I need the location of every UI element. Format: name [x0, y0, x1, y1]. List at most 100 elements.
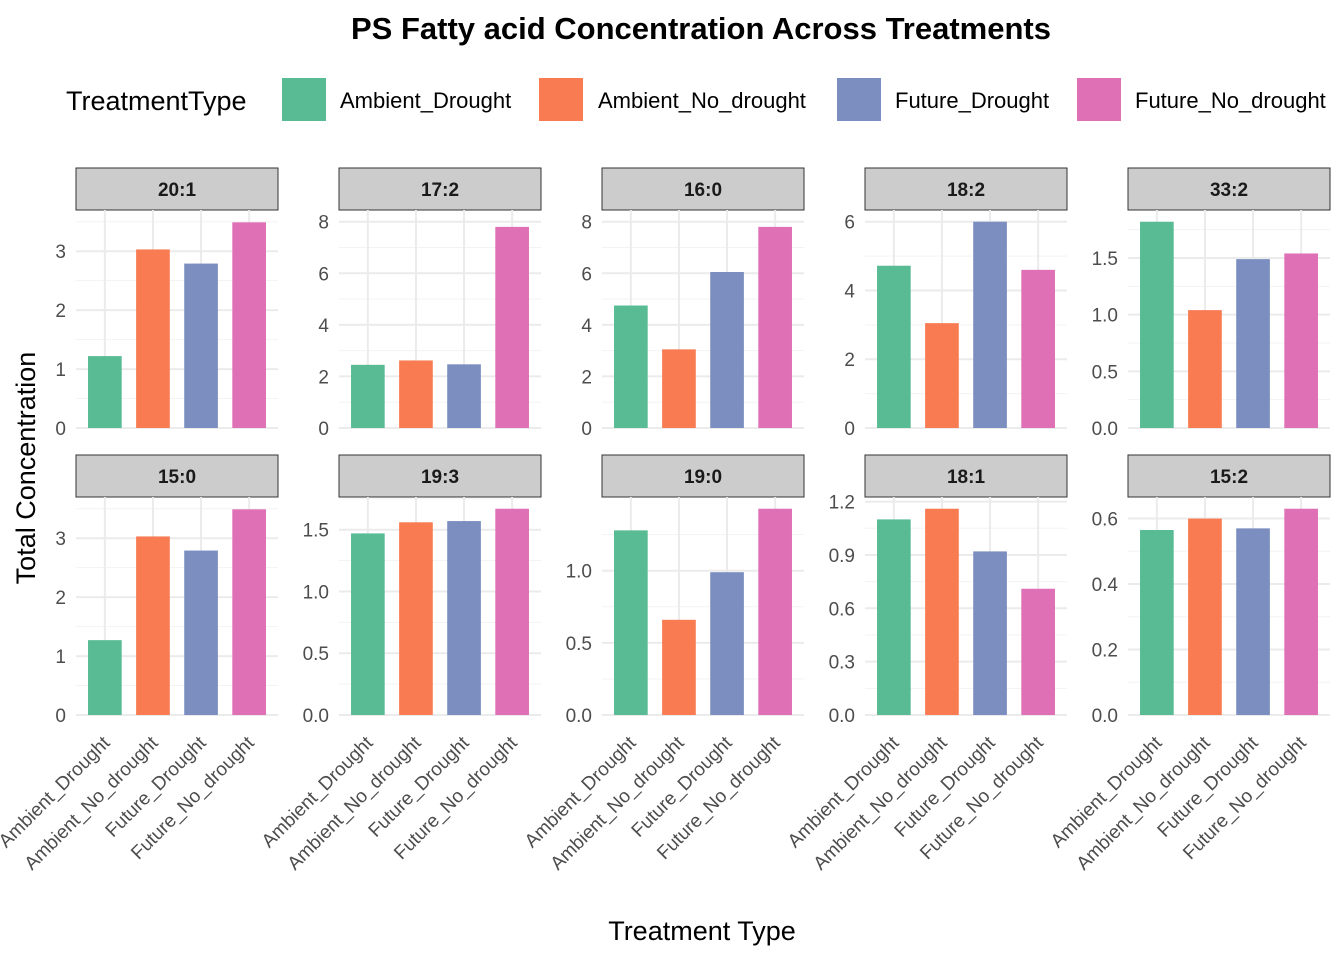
bar-ambient-drought: [877, 519, 911, 715]
bar-future-no-drought: [758, 226, 792, 428]
bar-future-no-drought: [1284, 508, 1318, 715]
bar-ambient-drought: [1140, 221, 1174, 428]
bar-future-drought: [1236, 528, 1270, 715]
y-tick-label: 6: [318, 264, 329, 285]
facet-panel: 18:2 0 2 4 6: [844, 167, 1068, 440]
x-axis-title: Treatment Type: [608, 916, 796, 946]
legend-label: Ambient_No_drought: [598, 88, 806, 113]
bar-future-no-drought: [758, 508, 792, 715]
y-tick-label: 0.5: [303, 644, 329, 665]
y-tick-label: 0.2: [1092, 641, 1118, 662]
legend-label: Future_Drought: [895, 88, 1049, 113]
bar-future-drought: [710, 572, 744, 715]
facet-panel: 33:2 0.0 0.5 1.0 1.5: [1092, 167, 1331, 440]
y-tick-label: 0.6: [829, 599, 855, 620]
facet-label: 15:2: [1210, 467, 1248, 488]
facet-label: 19:3: [421, 467, 459, 488]
y-tick-label: 8: [581, 213, 592, 234]
y-tick-label: 0.0: [566, 706, 592, 727]
bar-ambient-no-drought: [662, 619, 696, 715]
facet-strip: [75, 167, 279, 211]
facet-panel: 17:2 0 2 4 6 8: [318, 167, 542, 440]
y-tick-label: 0: [55, 706, 66, 727]
chart-title: PS Fatty acid Concentration Across Treat…: [351, 11, 1051, 46]
y-tick-label: 0: [844, 419, 855, 440]
bar-ambient-no-drought: [136, 536, 170, 715]
facet-label: 20:1: [158, 180, 196, 201]
bar-future-drought: [973, 221, 1007, 428]
legend-label: Ambient_Drought: [340, 88, 511, 113]
y-tick-label: 2: [55, 301, 66, 322]
facet-panels: 20:1 0 1 2 3 17:2 0 2 4 6 8 16:0 0 2 4 6 8 18:2 0 2 4 6 33:2 0.…: [0, 167, 1331, 875]
bar-ambient-no-drought: [399, 522, 433, 715]
bar-future-no-drought: [1021, 269, 1055, 428]
y-tick-label: 2: [581, 367, 592, 388]
bar-future-drought: [184, 263, 218, 428]
y-tick-label: 0: [581, 419, 592, 440]
y-tick-label: 0.0: [303, 706, 329, 727]
facet-strip: [75, 454, 279, 498]
facet-label: 15:0: [158, 467, 196, 488]
y-tick-label: 1.0: [1092, 306, 1118, 327]
y-tick-label: 0: [318, 419, 329, 440]
facet-label: 18:2: [947, 180, 985, 201]
bar-ambient-no-drought: [1188, 310, 1222, 428]
y-tick-label: 1: [55, 647, 66, 668]
bar-future-drought: [184, 550, 218, 715]
y-tick-label: 1.5: [1092, 249, 1118, 270]
facet-strip: [1127, 167, 1331, 211]
facet-label: 16:0: [684, 180, 722, 201]
y-tick-label: 0.0: [1092, 419, 1118, 440]
facet-panel: 15:00123Ambient_DroughtAmbient_No_drough…: [0, 454, 279, 875]
bar-ambient-drought: [614, 305, 648, 428]
facet-strip: [338, 167, 542, 211]
y-tick-label: 0: [55, 419, 66, 440]
facet-panel: 15:20.00.20.40.6Ambient_DroughtAmbient_N…: [1047, 454, 1331, 875]
bar-ambient-drought: [1140, 530, 1174, 715]
facet-panel: 18:10.00.30.60.91.2Ambient_DroughtAmbien…: [784, 454, 1068, 875]
bar-future-drought: [1236, 259, 1270, 428]
bar-future-no-drought: [495, 226, 529, 428]
facet-strip: [601, 167, 805, 211]
facet-strip: [601, 454, 805, 498]
bar-future-no-drought: [232, 222, 266, 428]
facet-label: 17:2: [421, 180, 459, 201]
bar-ambient-no-drought: [1188, 518, 1222, 715]
legend-label: Future_No_drought: [1135, 88, 1326, 113]
y-tick-label: 0.6: [1092, 510, 1118, 531]
y-tick-label: 6: [581, 264, 592, 285]
bar-ambient-no-drought: [925, 508, 959, 715]
legend-title: TreatmentType: [66, 86, 247, 116]
y-tick-label: 3: [55, 242, 66, 263]
y-axis-title: Total Concentration: [11, 352, 41, 585]
y-tick-label: 2: [55, 588, 66, 609]
legend: TreatmentType Ambient_Drought Ambient_No_…: [66, 78, 1326, 121]
y-tick-label: 1.2: [829, 493, 855, 514]
y-tick-label: 0.5: [566, 634, 592, 655]
facet-panel: 16:0 0 2 4 6 8: [581, 167, 805, 440]
y-tick-label: 4: [581, 316, 592, 337]
y-tick-label: 1.0: [303, 582, 329, 603]
facet-strip: [864, 454, 1068, 498]
facet-label: 18:1: [947, 467, 985, 488]
y-tick-label: 1: [55, 360, 66, 381]
bar-future-drought: [447, 521, 481, 715]
y-tick-label: 0.0: [1092, 706, 1118, 727]
legend-key-future-drought: [837, 78, 881, 121]
facet-panel: 19:00.00.51.0Ambient_DroughtAmbient_No_d…: [521, 454, 805, 875]
facet-strip: [1127, 454, 1331, 498]
bar-ambient-no-drought: [399, 360, 433, 428]
y-tick-label: 0.0: [829, 706, 855, 727]
bar-ambient-no-drought: [136, 249, 170, 428]
bar-future-no-drought: [1284, 253, 1318, 428]
y-tick-label: 1.0: [566, 562, 592, 583]
bar-ambient-no-drought: [925, 323, 959, 428]
y-tick-label: 4: [844, 281, 855, 302]
y-tick-label: 0.3: [829, 653, 855, 674]
bar-ambient-drought: [351, 533, 385, 715]
y-tick-label: 0.5: [1092, 362, 1118, 383]
bar-future-no-drought: [495, 508, 529, 715]
bar-future-drought: [973, 551, 1007, 715]
bar-ambient-no-drought: [662, 349, 696, 428]
